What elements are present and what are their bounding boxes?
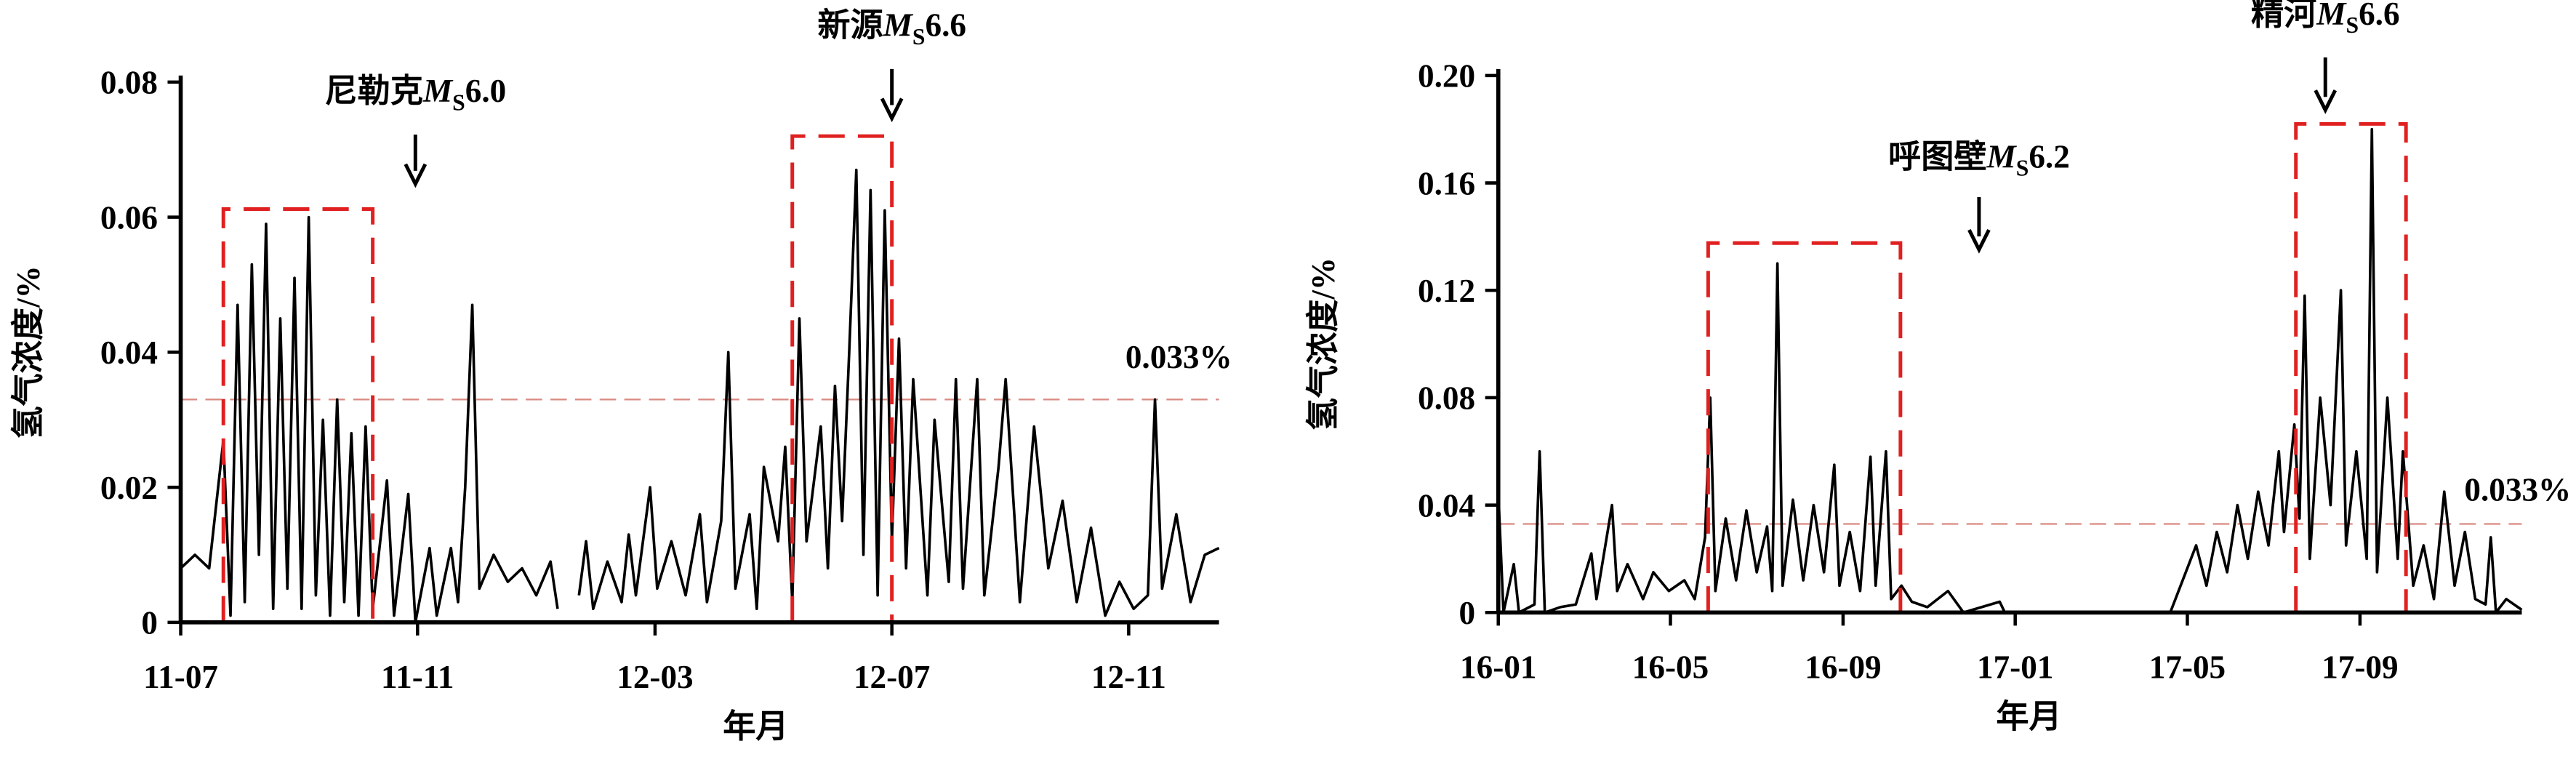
quake-label: 呼图壁MS6.2 <box>1888 138 2070 180</box>
y-tick-label: 0.16 <box>1418 165 1475 201</box>
y-tick-label: 0.06 <box>100 199 158 236</box>
quake-label: 精河MS6.6 <box>2251 0 2400 38</box>
y-tick-label: 0.20 <box>1418 58 1475 95</box>
magnitude-value: 6.6 <box>925 7 966 44</box>
x-tick-label: 11-07 <box>143 659 218 695</box>
threshold-label: 0.033% <box>2464 472 2571 508</box>
magnitude-symbol: M <box>883 7 914 44</box>
magnitude-subscript: S <box>2016 156 2029 181</box>
y-tick-label: 0.04 <box>100 335 158 371</box>
y-tick-label: 0.02 <box>100 470 158 506</box>
quake-label: 新源MS6.6 <box>817 7 966 49</box>
magnitude-subscript: S <box>2346 12 2359 38</box>
y-tick-label: 0.04 <box>1418 487 1475 524</box>
y-tick-label: 0.08 <box>1418 380 1475 417</box>
quake-name: 精河 <box>2251 0 2316 32</box>
y-axis-label: 氢气浓度/% <box>10 265 47 438</box>
x-axis-label: 年月 <box>1996 698 2061 734</box>
magnitude-symbol: M <box>422 73 454 109</box>
x-tick-label: 16-09 <box>1805 649 1881 686</box>
quake-arrowhead <box>1967 229 1991 254</box>
x-tick-label: 16-01 <box>1460 649 1536 686</box>
y-tick-label: 0.08 <box>100 65 158 101</box>
quake-name: 新源 <box>817 7 883 44</box>
quake-arrowhead <box>404 163 428 188</box>
anomaly-box <box>1706 241 1903 614</box>
magnitude-subscript: S <box>912 24 926 49</box>
x-tick-label: 12-07 <box>854 659 930 695</box>
x-tick-label: 17-01 <box>1977 649 2053 686</box>
y-tick-label: 0 <box>141 605 158 641</box>
magnitude-symbol: M <box>2316 0 2347 32</box>
y-tick-label: 0 <box>1459 595 1476 631</box>
x-tick-label: 11-11 <box>381 659 454 695</box>
magnitude-value: 6.2 <box>2029 138 2069 175</box>
x-tick-label: 17-09 <box>2322 649 2398 686</box>
magnitude-symbol: M <box>1986 138 2018 175</box>
x-tick-label: 16-05 <box>1632 649 1709 686</box>
threshold-label: 0.033% <box>1126 339 1232 375</box>
data-line <box>1496 127 2523 614</box>
x-axis-label: 年月 <box>723 708 788 745</box>
y-tick-label: 0.12 <box>1418 273 1475 309</box>
magnitude-value: 6.0 <box>465 73 506 109</box>
quake-arrowhead <box>2314 89 2338 114</box>
x-tick-label: 12-03 <box>617 659 693 695</box>
quake-arrowhead <box>880 97 904 123</box>
quake-name: 呼图壁 <box>1888 138 1987 175</box>
magnitude-value: 6.6 <box>2359 0 2399 32</box>
quake-label: 尼勒克MS6.0 <box>324 73 506 115</box>
x-tick-label: 17-05 <box>2149 649 2226 686</box>
magnitude-subscript: S <box>452 89 465 115</box>
y-axis-label: 氢气浓度/% <box>1305 257 1341 430</box>
x-tick-label: 12-11 <box>1091 659 1166 695</box>
quake-name: 尼勒克 <box>324 73 423 109</box>
data-line <box>180 168 1220 624</box>
